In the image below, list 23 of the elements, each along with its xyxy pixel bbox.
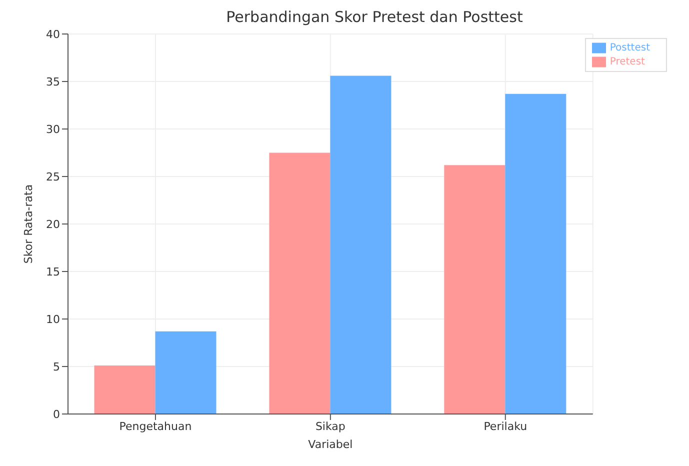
x-axis-title: Variabel (308, 438, 353, 451)
y-tick-label: 10 (46, 312, 60, 326)
bar (269, 152, 330, 414)
x-tick-label: Pengetahuan (119, 420, 192, 433)
chart-title: Perbandingan Skor Pretest dan Posttest (226, 8, 523, 26)
y-tick-label: 0 (53, 408, 60, 421)
bar (94, 366, 156, 414)
bar (330, 76, 392, 414)
bar (155, 331, 216, 414)
bar (505, 94, 566, 414)
y-axis-title: Skor Rata-rata (22, 184, 35, 264)
y-tick-label: 5 (53, 360, 60, 374)
legend-label: Posttest (610, 42, 650, 54)
bar (444, 165, 506, 414)
legend-label: Pretest (610, 56, 645, 68)
y-tick-label: 25 (46, 170, 60, 184)
x-tick-label: Sikap (315, 420, 346, 433)
x-tick-label: Perilaku (484, 420, 528, 433)
y-tick-label: 30 (46, 122, 60, 136)
y-tick-label: 40 (46, 28, 60, 41)
y-tick-label: 15 (46, 265, 60, 278)
y-tick-label: 35 (46, 75, 60, 88)
y-tick-label: 20 (46, 218, 60, 231)
